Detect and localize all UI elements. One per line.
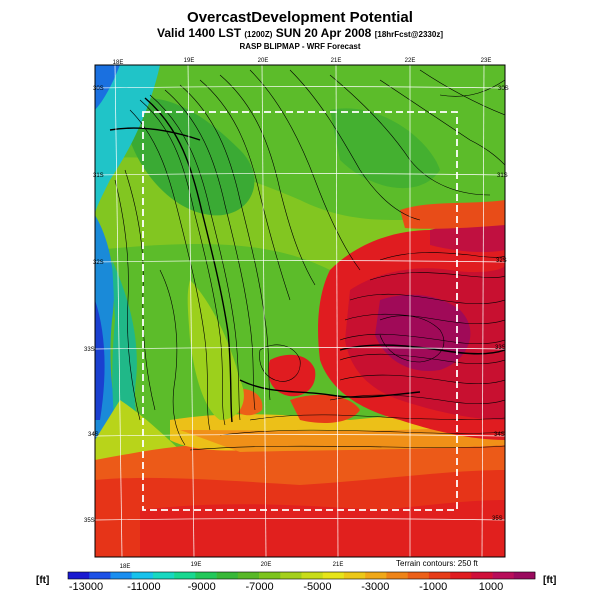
- lat-label: 35S: [84, 518, 95, 524]
- colorbar-swatch: [322, 572, 345, 579]
- lon-label: 20E: [258, 58, 269, 64]
- chart-title: OvercastDevelopment Potential: [187, 9, 413, 26]
- lat-label: 35S: [492, 516, 503, 522]
- colorbar-tick-label: 1000: [478, 581, 504, 593]
- lon-label: 22E: [405, 58, 416, 64]
- valid-time: Valid 1400 LST: [157, 26, 242, 40]
- colorbar-tick-label: -7000: [245, 581, 274, 593]
- valid-time-line: Valid 1400 LST (1200Z) SUN 20 Apr 2008 […: [0, 26, 600, 40]
- colorbar-swatch: [174, 572, 196, 579]
- bottom-lon-labels: 18E 19E 20E 21E: [120, 562, 344, 570]
- major-contours: [109, 97, 505, 423]
- inner-domain-box: [142, 111, 458, 511]
- colorbar-swatch: [407, 572, 430, 579]
- colorbar-swatch: [386, 572, 408, 579]
- colorbar-swatch: [195, 572, 217, 579]
- colorbar-swatch: [237, 572, 260, 579]
- colorbar-swatch: [280, 572, 302, 579]
- forecast-hour: [18hrFcst@2330z]: [374, 30, 443, 39]
- colorbar: [67, 571, 536, 580]
- lat-label: 32S: [496, 258, 507, 264]
- colorbar-swatch: [492, 572, 515, 579]
- colorbar-tick-label: -3000: [361, 581, 390, 593]
- colorbar-unit-right: [ft]: [543, 575, 557, 586]
- lat-label: 31S: [497, 173, 508, 179]
- lon-label: 18E: [120, 564, 131, 570]
- valid-utc: (1200Z): [244, 30, 273, 39]
- lon-label: 21E: [333, 562, 344, 568]
- map-field: [95, 65, 505, 557]
- lon-label: 19E: [191, 562, 202, 568]
- lat-label: 34S: [494, 432, 505, 438]
- colorbar-swatch: [216, 572, 239, 579]
- left-lat-labels: 30S 31S 32S 33S 34S 35S: [84, 86, 104, 524]
- colorbar-swatch: [89, 572, 111, 579]
- lat-label: 31S: [93, 173, 104, 179]
- colorbar-swatch: [471, 572, 493, 579]
- terrain-contours: [114, 69, 505, 451]
- lat-label: 33S: [495, 345, 506, 351]
- right-lat-labels: 30S 31S 32S 33S 34S 35S: [492, 86, 509, 522]
- colorbar-swatch: [259, 572, 281, 579]
- model-line: RASP BLIPMAP - WRF Forecast: [239, 42, 361, 51]
- colorbar-tick-label: -13000: [68, 581, 104, 593]
- lon-label: 19E: [184, 58, 195, 64]
- colorbar-tick-label: -11000: [127, 581, 161, 593]
- terrain-note: Terrain contours: 250 ft: [396, 559, 478, 568]
- colorbar-swatch: [301, 572, 324, 579]
- colorbar-tick-label: -1000: [419, 581, 448, 593]
- lat-label: 34S: [88, 432, 99, 438]
- lon-label: 23E: [481, 58, 492, 64]
- colorbar-swatch: [152, 572, 175, 579]
- colorbar-swatch: [365, 572, 387, 579]
- colorbar-swatch: [68, 572, 90, 579]
- colorbar-tick-label: -5000: [303, 581, 332, 593]
- graticule: [94, 64, 506, 558]
- lon-label: 18E: [113, 60, 124, 66]
- colorbar-swatch: [513, 572, 536, 579]
- colorbar-swatch: [428, 572, 451, 579]
- lat-label: 30S: [93, 86, 104, 92]
- colorbar-tick-label: -9000: [187, 581, 216, 593]
- lat-label: 32S: [93, 260, 104, 266]
- lon-label: 21E: [331, 58, 342, 64]
- colorbar-unit-left: [ft]: [36, 575, 50, 586]
- map-frame: [94, 64, 506, 558]
- top-lon-labels: 18E 19E 20E 21E 22E 23E: [113, 58, 492, 66]
- valid-date: SUN 20 Apr 2008: [275, 26, 372, 40]
- colorbar-swatch: [343, 572, 366, 579]
- lat-label: 30S: [498, 86, 509, 92]
- colorbar-swatch: [450, 572, 472, 579]
- lon-label: 20E: [261, 562, 272, 568]
- colorbar-swatch: [131, 572, 154, 579]
- colorbar-frame: [67, 571, 536, 580]
- lat-label: 33S: [84, 347, 95, 353]
- colorbar-swatch: [110, 572, 132, 579]
